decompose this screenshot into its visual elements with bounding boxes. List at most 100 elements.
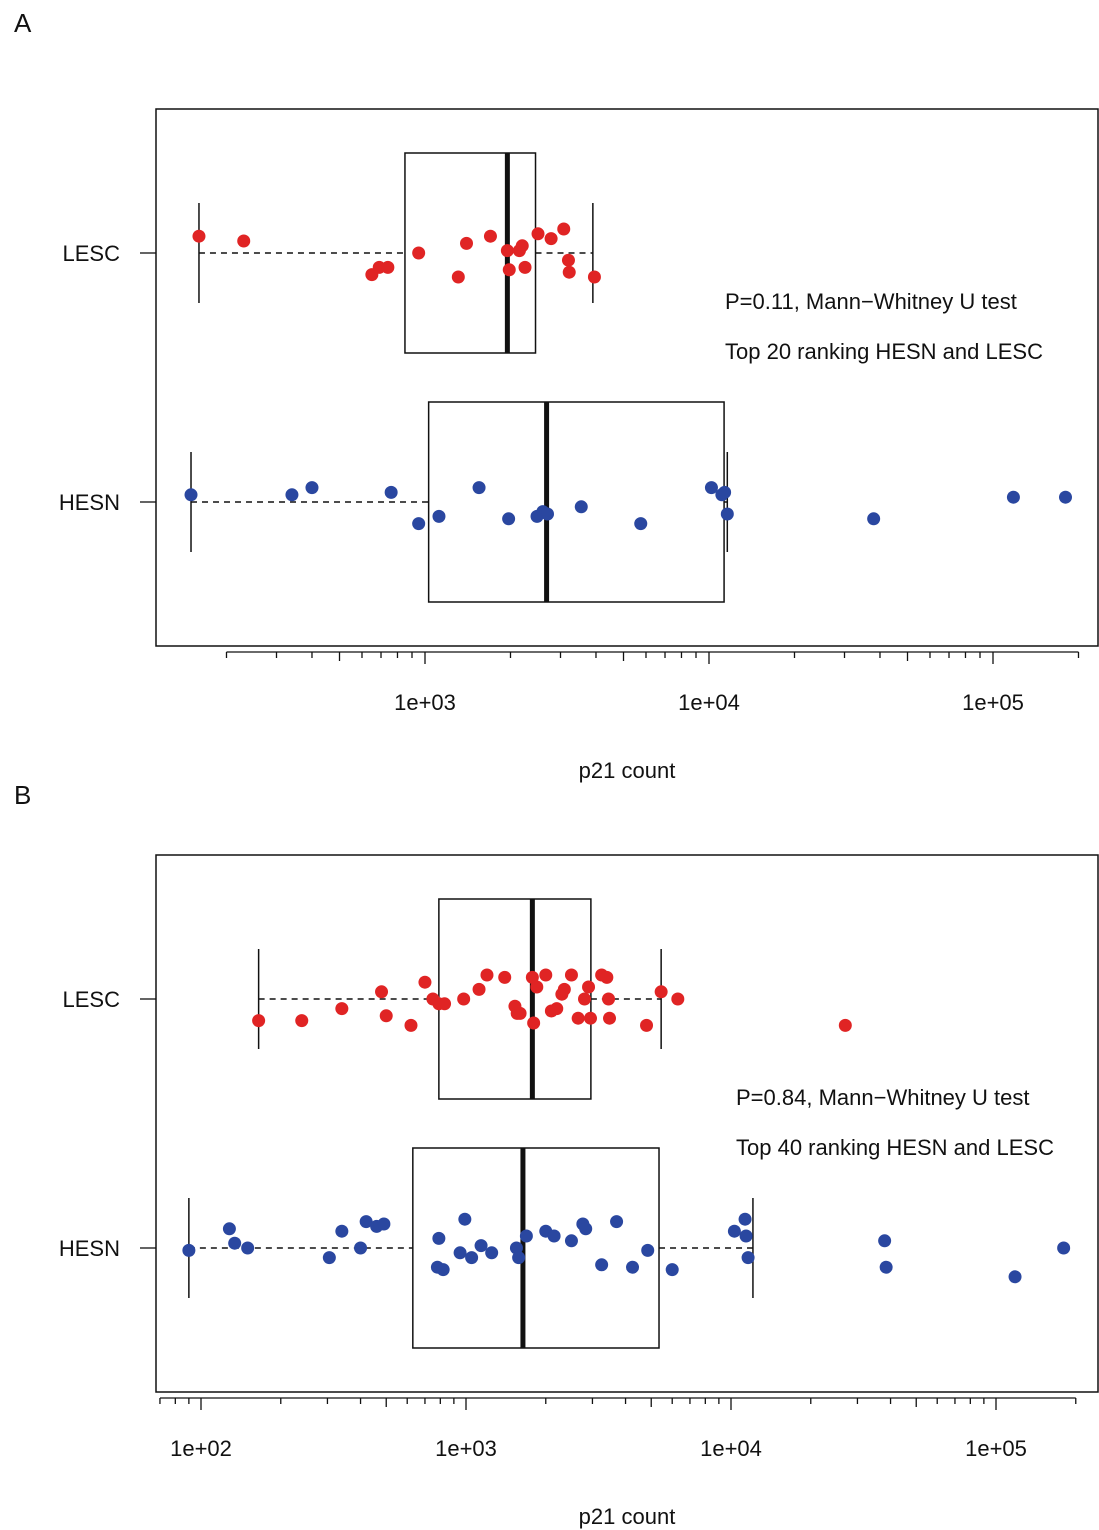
point-lesc (640, 1018, 654, 1032)
panel-letter: A (14, 8, 32, 38)
point-hesn (322, 1251, 336, 1265)
point-lesc (295, 1014, 309, 1028)
point-lesc (584, 1011, 598, 1025)
point-hesn (222, 1222, 236, 1236)
point-lesc (544, 232, 558, 246)
point-lesc (600, 970, 614, 984)
annotation-text: Top 40 ranking HESN and LESC (736, 1135, 1054, 1160)
point-hesn (1058, 490, 1072, 504)
point-hesn (564, 1234, 578, 1248)
x-tick-label: 1e+05 (962, 690, 1024, 715)
point-hesn (472, 481, 486, 495)
point-hesn (432, 1231, 446, 1245)
point-lesc (472, 982, 486, 996)
annotation-text: P=0.84, Mann−Whitney U test (736, 1085, 1030, 1110)
point-hesn (626, 1260, 640, 1274)
point-lesc (564, 968, 578, 982)
x-tick-label: 1e+05 (965, 1436, 1027, 1461)
x-tick-label: 1e+04 (678, 690, 740, 715)
point-lesc (412, 246, 426, 260)
point-lesc (237, 234, 251, 248)
point-lesc (527, 1016, 541, 1030)
point-hesn (228, 1236, 242, 1250)
point-hesn (432, 509, 446, 523)
point-hesn (718, 485, 732, 499)
point-lesc (518, 260, 532, 274)
point-hesn (634, 517, 648, 531)
annotation-text: P=0.11, Mann−Whitney U test (725, 289, 1017, 314)
point-hesn (305, 481, 319, 495)
box-hesn (427, 401, 725, 603)
point-lesc (457, 992, 471, 1006)
point-lesc (557, 982, 571, 996)
point-lesc (562, 265, 576, 279)
x-axis-label: p21 count (579, 758, 676, 783)
point-lesc (515, 239, 529, 253)
point-hesn (595, 1258, 609, 1272)
x-tick-label: 1e+03 (435, 1436, 497, 1461)
panel-a: A 1e+03 1e+04 1e+05 p21 count LESC HESN P=0.11… (14, 8, 1099, 783)
point-lesc (483, 229, 497, 243)
point-hesn (485, 1246, 499, 1260)
point-hesn (1057, 1241, 1071, 1255)
point-lesc (557, 222, 571, 236)
point-lesc (500, 244, 514, 258)
point-lesc (502, 263, 516, 277)
point-lesc (513, 1006, 527, 1020)
point-lesc (379, 1009, 393, 1023)
point-hesn (359, 1215, 373, 1229)
point-hesn (184, 488, 198, 502)
point-hesn (512, 1251, 526, 1265)
panel-letter: B (14, 780, 32, 810)
panel-b: B 1e+02 1e+03 1e+04 1e+05 p21 count LESC HESN P… (0, 780, 1099, 1530)
point-lesc (603, 1011, 617, 1025)
point-lesc (582, 980, 596, 994)
y-tick-label: HESN (59, 1236, 120, 1261)
point-hesn (741, 1251, 755, 1265)
box-lesc (404, 152, 537, 354)
point-lesc (451, 270, 465, 284)
point-hesn (519, 1229, 533, 1243)
point-hesn (458, 1212, 472, 1226)
point-hesn (610, 1215, 624, 1229)
point-lesc (335, 1002, 349, 1016)
point-lesc (192, 229, 206, 243)
point-hesn (354, 1241, 368, 1255)
point-hesn (574, 500, 588, 514)
plot-frame (155, 854, 1099, 1393)
point-lesc (252, 1014, 266, 1028)
point-lesc (539, 968, 553, 982)
y-tick-label: HESN (59, 490, 120, 515)
point-hesn (738, 1212, 752, 1226)
point-lesc (530, 980, 544, 994)
y-tick-label: LESC (63, 987, 121, 1012)
point-hesn (384, 485, 398, 499)
point-hesn (1008, 1270, 1022, 1284)
point-hesn (739, 1229, 753, 1243)
annotation-text: Top 20 ranking HESN and LESC (725, 339, 1043, 364)
point-hesn (412, 517, 426, 531)
point-hesn (465, 1251, 479, 1265)
x-tick-label: 1e+03 (394, 690, 456, 715)
x-axis-label: p21 count (579, 1504, 676, 1529)
point-lesc (480, 968, 494, 982)
point-lesc (498, 970, 512, 984)
point-lesc (460, 236, 474, 250)
point-hesn (182, 1243, 196, 1257)
point-lesc (531, 227, 545, 241)
point-lesc (602, 992, 616, 1006)
point-hesn (377, 1217, 391, 1231)
point-lesc (404, 1018, 418, 1032)
point-lesc (381, 260, 395, 274)
point-lesc (418, 975, 432, 989)
point-hesn (641, 1243, 655, 1257)
point-hesn (502, 512, 516, 526)
point-lesc (571, 1011, 585, 1025)
x-tick-label: 1e+04 (700, 1436, 762, 1461)
point-lesc (654, 985, 668, 999)
point-hesn (727, 1224, 741, 1238)
point-lesc (587, 270, 601, 284)
point-hesn (720, 507, 734, 521)
point-lesc (561, 253, 575, 267)
point-lesc (438, 997, 452, 1011)
